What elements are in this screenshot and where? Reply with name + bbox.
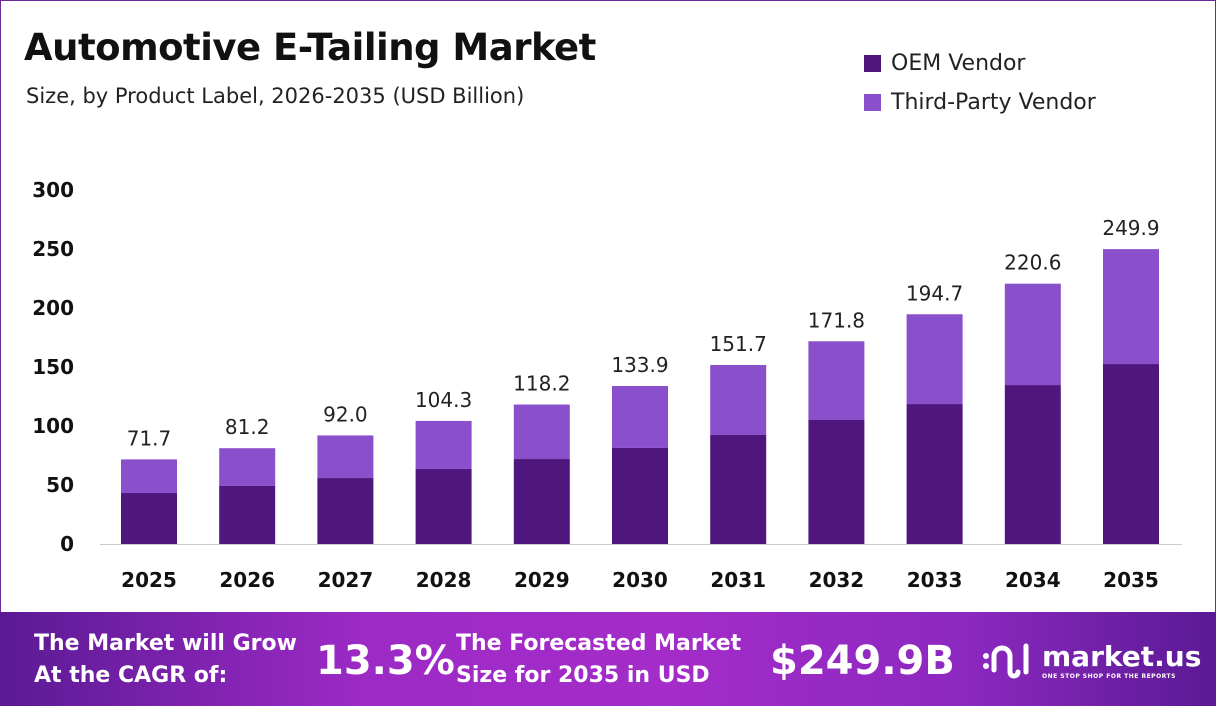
forecast-label-line2: Size for 2035 in USD bbox=[456, 663, 710, 688]
data-label-total: 249.9 bbox=[1102, 216, 1159, 240]
x-tick-label: 2025 bbox=[121, 568, 177, 592]
x-tick-label: 2030 bbox=[612, 568, 668, 592]
data-label-total: 92.0 bbox=[323, 402, 368, 426]
chart-subtitle: Size, by Product Label, 2026-2035 (USD B… bbox=[26, 84, 525, 108]
bar-oem-2025 bbox=[121, 493, 177, 544]
y-tick-label: 50 bbox=[46, 473, 74, 497]
x-tick-label: 2033 bbox=[907, 568, 963, 592]
y-tick-label: 200 bbox=[32, 296, 74, 320]
bar-oem-2029 bbox=[513, 459, 570, 544]
data-label-total: 71.7 bbox=[127, 426, 172, 450]
data-label-total: 133.9 bbox=[611, 353, 668, 377]
bar-third-party-2035 bbox=[1103, 249, 1159, 365]
bar-oem-2031 bbox=[710, 434, 767, 544]
chart-title: Automotive E-Tailing Market bbox=[24, 26, 596, 69]
bar-oem-2027 bbox=[317, 478, 374, 544]
y-tick-label: 0 bbox=[60, 532, 74, 556]
y-tick-label: 250 bbox=[32, 237, 74, 261]
data-label-total: 171.8 bbox=[808, 308, 865, 332]
forecast-label-line1: The Forecasted Market bbox=[456, 631, 742, 656]
bar-third-party-2030 bbox=[612, 385, 668, 448]
bar-third-party-2031 bbox=[710, 364, 767, 435]
bar-third-party-2026 bbox=[219, 448, 276, 486]
legend-item-third-party: Third-Party Vendor bbox=[864, 83, 1096, 122]
bar-third-party-2032 bbox=[808, 341, 865, 420]
data-label-total: 104.3 bbox=[415, 388, 472, 412]
legend-swatch-oem bbox=[864, 55, 881, 72]
y-tick-label: 300 bbox=[32, 178, 74, 202]
bar-oem-2032 bbox=[808, 419, 865, 544]
forecast-value: $249.9B bbox=[770, 638, 955, 684]
legend: OEM Vendor Third-Party Vendor bbox=[864, 44, 1096, 122]
bar-oem-2035 bbox=[1103, 364, 1159, 544]
bar-third-party-2027 bbox=[317, 435, 374, 479]
footer-banner: The Market will Grow At the CAGR of: 13.… bbox=[0, 612, 1216, 706]
data-label-total: 118.2 bbox=[513, 372, 570, 396]
bar-third-party-2034 bbox=[1004, 283, 1061, 386]
data-label-total: 220.6 bbox=[1004, 251, 1061, 275]
cagr-label-line1: The Market will Grow bbox=[34, 631, 297, 656]
y-tick-label: 150 bbox=[32, 355, 74, 379]
market-us-logo: market.us ONE STOP SHOP FOR THE REPORTS bbox=[980, 638, 1201, 682]
cagr-label-line2: At the CAGR of: bbox=[34, 663, 228, 688]
forecast-label: The Forecasted Market Size for 2035 in U… bbox=[456, 628, 741, 692]
logo-tagline: ONE STOP SHOP FOR THE REPORTS bbox=[1042, 673, 1176, 680]
x-tick-label: 2029 bbox=[514, 568, 570, 592]
legend-swatch-third-party bbox=[864, 94, 881, 111]
x-tick-label: 2035 bbox=[1103, 568, 1159, 592]
bar-third-party-2025 bbox=[121, 459, 177, 494]
market-us-logo-icon bbox=[983, 643, 1029, 679]
logo-name: market.us bbox=[1042, 640, 1202, 673]
x-tick-label: 2032 bbox=[809, 568, 865, 592]
x-tick-label: 2034 bbox=[1005, 568, 1061, 592]
bar-chart: 0 50 100 150 200 250 300 71.7 2025 81.2 2026 92.0 20… bbox=[32, 178, 1182, 592]
bar-oem-2030 bbox=[612, 447, 668, 544]
legend-label-oem: OEM Vendor bbox=[891, 51, 1026, 76]
x-tick-label: 2031 bbox=[710, 568, 766, 592]
x-tick-label: 2027 bbox=[318, 568, 374, 592]
legend-item-oem: OEM Vendor bbox=[864, 44, 1096, 83]
bar-third-party-2029 bbox=[513, 404, 570, 460]
data-label-total: 194.7 bbox=[906, 281, 963, 305]
bar-oem-2033 bbox=[906, 404, 963, 544]
cagr-label: The Market will Grow At the CAGR of: bbox=[34, 628, 297, 692]
bar-oem-2034 bbox=[1004, 385, 1061, 544]
bar-third-party-2028 bbox=[415, 420, 472, 469]
y-tick-label: 100 bbox=[32, 414, 74, 438]
x-tick-label: 2026 bbox=[219, 568, 275, 592]
cagr-value: 13.3% bbox=[316, 638, 455, 684]
bar-oem-2028 bbox=[415, 468, 472, 544]
legend-label-third-party: Third-Party Vendor bbox=[891, 90, 1096, 115]
bar-third-party-2033 bbox=[906, 314, 963, 405]
data-label-total: 151.7 bbox=[710, 332, 767, 356]
bar-oem-2026 bbox=[219, 485, 276, 544]
data-label-total: 81.2 bbox=[225, 415, 270, 439]
x-tick-label: 2028 bbox=[416, 568, 472, 592]
